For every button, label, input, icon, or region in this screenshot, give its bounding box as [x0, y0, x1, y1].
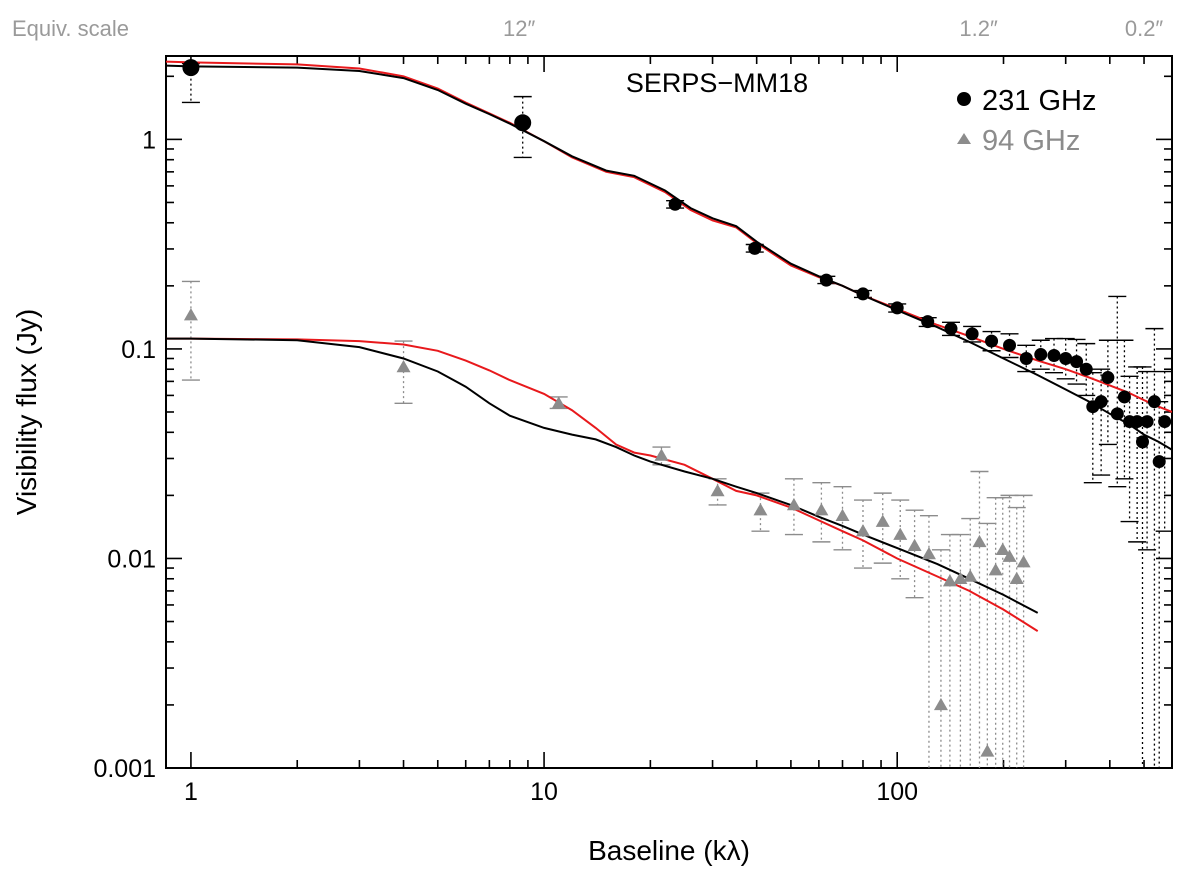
data-point-231ghz — [819, 273, 833, 287]
chart-title: SERPS−MM18 — [626, 68, 808, 98]
data-point-231ghz — [1147, 395, 1161, 409]
data-point-231ghz — [890, 301, 904, 315]
series-231ghz — [182, 59, 1172, 469]
data-point-94ghz — [980, 744, 995, 757]
data-point-231ghz — [1070, 355, 1084, 369]
data-point-231ghz — [1094, 395, 1108, 409]
top-axis-tick-label: 0.2″ — [1125, 16, 1164, 41]
data-point-231ghz — [944, 322, 958, 336]
top-axis-label: Equiv. scale — [12, 16, 129, 41]
data-point-231ghz — [1079, 362, 1093, 376]
data-point-94ghz — [933, 697, 948, 711]
data-point-231ghz — [1110, 407, 1124, 421]
data-point-231ghz — [1117, 390, 1131, 404]
data-point-231ghz — [668, 197, 682, 211]
data-point-94ghz — [396, 359, 411, 373]
data-point-94ghz — [1002, 549, 1017, 562]
legend-label-231ghz: 231 GHz — [982, 85, 1096, 117]
data-point-94ghz — [921, 547, 936, 560]
plot-area — [166, 59, 1172, 768]
data-point-94ghz — [1016, 555, 1031, 568]
data-point-231ghz — [1034, 348, 1048, 362]
x-tick-label: 10 — [530, 778, 558, 806]
data-point-231ghz — [1152, 455, 1166, 469]
data-point-94ghz — [995, 542, 1010, 556]
y-tick-label: 1 — [142, 126, 156, 154]
data-point-94ghz — [753, 503, 768, 516]
data-point-94ghz — [551, 396, 566, 409]
data-point-231ghz — [1101, 371, 1115, 385]
error-bars — [181, 62, 1172, 768]
data-point-231ghz — [1130, 415, 1144, 429]
data-point-231ghz — [1003, 338, 1017, 352]
data-point-94ghz — [814, 503, 829, 516]
model-curve-4 — [166, 337, 1039, 614]
legend-marker-94ghz — [957, 133, 971, 144]
data-point-231ghz — [1135, 435, 1149, 449]
y-tick-label: 0.01 — [107, 545, 156, 573]
data-point-231ghz — [921, 315, 935, 329]
data-point-94ghz — [988, 563, 1003, 576]
legend-label-94ghz: 94 GHz — [982, 125, 1080, 157]
model-curve-3 — [166, 337, 1039, 632]
data-point-231ghz — [965, 327, 979, 341]
data-point-94ghz — [183, 308, 198, 321]
x-axis-title: Baseline (kλ) — [588, 835, 750, 866]
data-point-94ghz — [855, 524, 870, 537]
legend-marker-231ghz — [957, 92, 971, 106]
data-point-231ghz — [856, 287, 870, 301]
data-point-231ghz — [1019, 352, 1033, 366]
data-point-94ghz — [942, 574, 957, 587]
data-point-94ghz — [963, 569, 978, 582]
data-point-231ghz — [182, 59, 200, 77]
series-94ghz — [183, 308, 1031, 757]
data-point-231ghz — [1158, 415, 1172, 429]
data-point-94ghz — [972, 534, 987, 548]
data-point-231ghz — [514, 114, 532, 132]
data-point-94ghz — [893, 527, 908, 540]
plot-frame — [165, 55, 1173, 769]
model-curve-1 — [166, 60, 1172, 413]
legend: 231 GHz 94 GHz — [957, 85, 1096, 157]
top-axis-tick-label: 12″ — [503, 16, 535, 41]
data-point-94ghz — [654, 448, 669, 461]
y-tick-label: 0.001 — [93, 755, 156, 783]
data-point-94ghz — [1009, 571, 1024, 585]
data-point-231ghz — [1047, 349, 1061, 363]
data-point-231ghz — [748, 241, 762, 255]
y-axis-title: Visibility flux (Jy) — [11, 309, 42, 515]
data-point-231ghz — [1140, 415, 1154, 429]
data-point-231ghz — [985, 334, 999, 348]
y-tick-label: 0.1 — [121, 336, 156, 364]
data-point-231ghz — [1059, 352, 1073, 366]
model-curve-2 — [166, 64, 1172, 451]
data-point-94ghz — [835, 508, 850, 521]
data-point-94ghz — [710, 483, 725, 497]
x-tick-label: 1 — [184, 778, 198, 806]
data-point-94ghz — [875, 514, 890, 527]
data-point-94ghz — [786, 497, 801, 511]
top-axis-tick-label: 1.2″ — [959, 16, 998, 41]
x-tick-label: 100 — [876, 778, 918, 806]
data-point-94ghz — [907, 538, 922, 551]
